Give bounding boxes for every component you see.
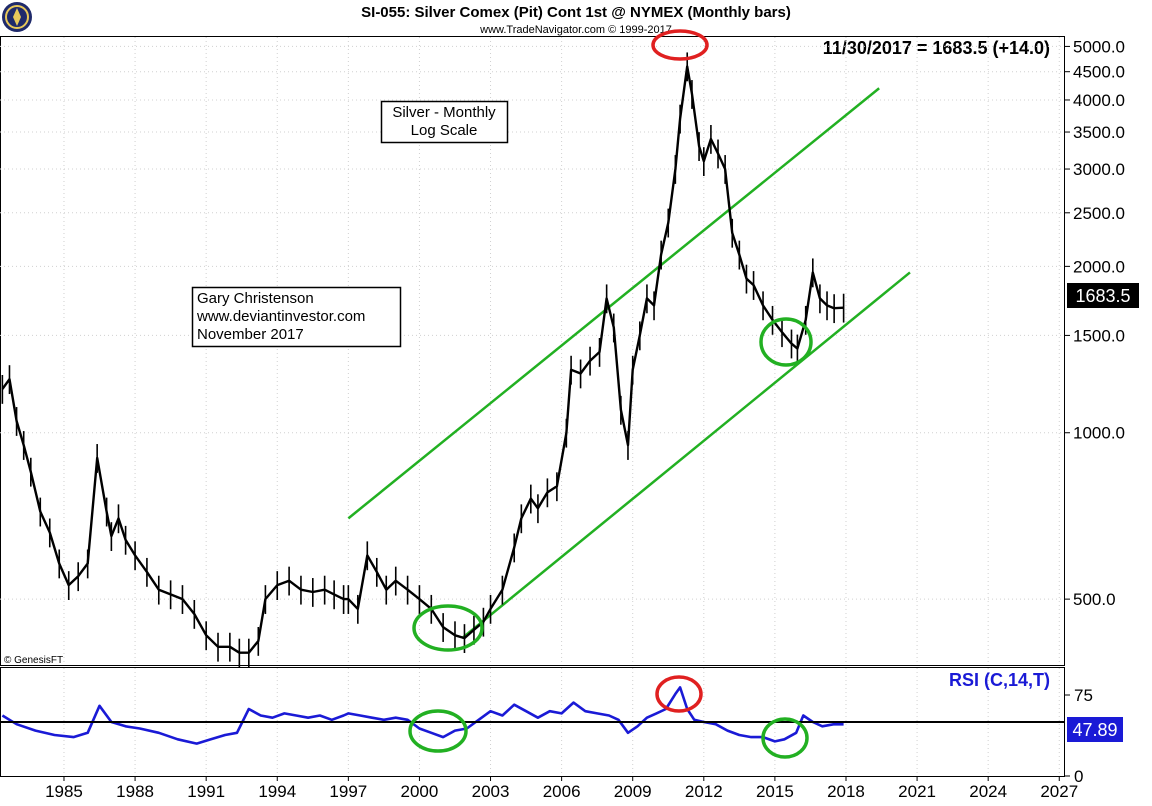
x-tick-label: 2027 (1040, 782, 1078, 801)
x-tick-label: 1997 (329, 782, 367, 801)
x-tick-label: 2006 (543, 782, 581, 801)
trade-navigator-logo (2, 2, 32, 32)
annotation-line: Log Scale (411, 122, 478, 139)
x-tick-label: 2000 (401, 782, 439, 801)
last-price-readout: 11/30/2017 = 1683.5 (+14.0) (823, 38, 1050, 58)
circle-2011-high (651, 29, 709, 61)
y-tick-label: 500.0 (1073, 590, 1116, 609)
chart-title: SI-055: Silver Comex (Pit) Cont 1st @ NY… (361, 4, 791, 21)
x-tick-label: 2012 (685, 782, 723, 801)
annotation-author: Gary Christenson www.deviantinvestor.com… (191, 286, 402, 348)
rsi-tag: 47.89 (1067, 717, 1123, 742)
y-tick-label: 4000.0 (1073, 91, 1125, 110)
rsi-tick-label: 0 (1074, 767, 1083, 786)
price-tag: 1683.5 (1067, 283, 1139, 308)
x-tick-label: 2024 (969, 782, 1007, 801)
price-panel-frame (0, 36, 1065, 666)
y-tick-label: 3500.0 (1073, 123, 1125, 142)
time-axis: 1985 1988 1991 1994 1997 2000 2003 2006 2009 2012… (45, 776, 1078, 801)
annotation-line: November 2017 (197, 326, 304, 343)
annotation-line: Silver - Monthly (392, 104, 496, 121)
annotation-line: Gary Christenson (197, 290, 314, 307)
x-tick-label: 1988 (116, 782, 154, 801)
y-tick-label: 1000.0 (1073, 424, 1125, 443)
circle-2015-low (759, 317, 813, 367)
x-tick-label: 2021 (898, 782, 936, 801)
price-tag-text: 1683.5 (1075, 286, 1130, 306)
x-tick-label: 2003 (472, 782, 510, 801)
rsi-title: RSI (C,14,T) (949, 670, 1050, 690)
x-tick-label: 2009 (614, 782, 652, 801)
genesis-watermark: © GenesisFT (4, 655, 63, 666)
rsi-axis: 0 75 (1064, 686, 1093, 786)
channel-line (347, 87, 880, 520)
circle-rsi-2011 (655, 675, 703, 713)
price-axis: 500.0 1000.0 1500.0 2000.0 2500.0 3000.0 3500.… (1064, 37, 1125, 609)
trend-channel (347, 87, 911, 640)
y-tick-label: 2500.0 (1073, 204, 1125, 223)
x-tick-label: 1985 (45, 782, 83, 801)
chart-subtitle: www.TradeNavigator.com © 1999-2017 (479, 24, 672, 36)
circle-rsi-2001 (408, 709, 468, 753)
annotation-line: www.deviantinvestor.com (196, 308, 365, 325)
x-tick-label: 2018 (827, 782, 865, 801)
rsi-tag-text: 47.89 (1072, 720, 1117, 740)
circle-rsi-2015 (761, 717, 809, 759)
circle-2001-low (412, 604, 484, 652)
annotation-silver-monthly: Silver - Monthly Log Scale (380, 100, 509, 144)
y-tick-label: 5000.0 (1073, 37, 1125, 56)
rsi-series (0, 686, 1064, 745)
x-tick-label: 2015 (756, 782, 794, 801)
rsi-line (1, 686, 844, 745)
rsi-tick-label: 75 (1074, 686, 1093, 705)
x-tick-label: 1991 (187, 782, 225, 801)
y-tick-label: 2000.0 (1073, 257, 1125, 276)
y-tick-label: 1500.0 (1073, 326, 1125, 345)
channel-line (461, 271, 911, 640)
y-tick-label: 4500.0 (1073, 63, 1125, 82)
y-tick-label: 3000.0 (1073, 160, 1125, 179)
price-series (1, 52, 845, 668)
x-tick-label: 1994 (258, 782, 296, 801)
